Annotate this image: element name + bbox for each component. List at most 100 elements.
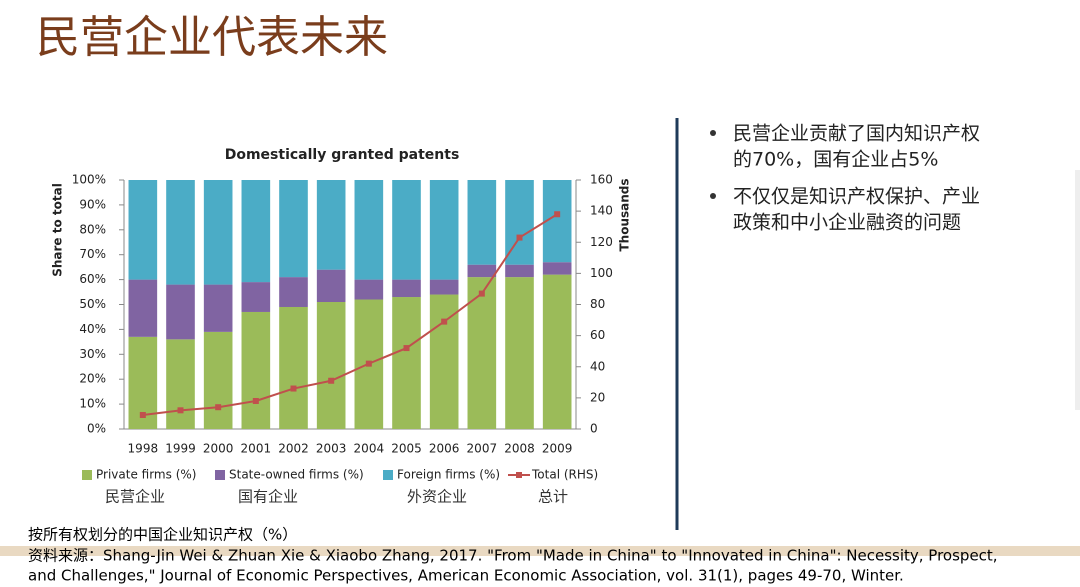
- bar: [279, 306, 308, 429]
- bar: [467, 264, 497, 278]
- legend-swatch: [215, 470, 225, 480]
- bar: [203, 331, 233, 429]
- bar: [166, 180, 195, 285]
- y-tick-label: 60%: [79, 272, 106, 286]
- line-marker: [441, 318, 448, 325]
- bar: [241, 180, 271, 283]
- bar: [429, 279, 459, 295]
- bar: [392, 297, 421, 429]
- y-tick-label: 40%: [79, 322, 106, 336]
- slide-title: 民营企业代表未来: [36, 12, 388, 63]
- y2-tick-label: 60: [590, 328, 605, 342]
- line-marker: [365, 360, 372, 367]
- y-tick-label: 50%: [79, 297, 106, 311]
- bar: [467, 180, 497, 265]
- x-tick-label: 2001: [241, 442, 272, 456]
- bar: [316, 302, 346, 429]
- y2-tick-label: 160: [590, 173, 613, 187]
- line-marker: [516, 234, 523, 241]
- y2-axis-label: Thousands: [618, 178, 632, 251]
- bar: [505, 264, 534, 278]
- y2-tick-label: 40: [590, 359, 605, 373]
- bar: [166, 339, 195, 429]
- y2-tick-label: 0: [590, 422, 598, 436]
- bullet-dot: [710, 130, 716, 136]
- line-marker: [252, 397, 259, 404]
- bar: [429, 180, 459, 280]
- bar: [241, 282, 271, 312]
- bullet: 不仅仅是知识产权保护、产业: [733, 186, 980, 208]
- y-tick-label: 30%: [79, 347, 106, 361]
- line-marker: [478, 290, 485, 297]
- bullet: 政策和中小企业融资的问题: [733, 212, 961, 234]
- y-tick-label: 10%: [79, 397, 106, 411]
- x-tick-label: 2007: [467, 442, 498, 456]
- y2-tick-label: 140: [590, 204, 613, 218]
- bar: [128, 180, 158, 280]
- caption: 按所有权划分的中国企业知识产权（%）: [28, 526, 297, 544]
- bar: [429, 294, 459, 429]
- bar: [505, 277, 534, 429]
- legend-label-zh: 国有企业: [238, 488, 298, 506]
- line-marker: [215, 404, 222, 411]
- bar: [542, 274, 572, 429]
- bar: [392, 279, 421, 298]
- source: 资料来源：Shang-Jin Wei & Zhuan Xie & Xiaobo …: [28, 547, 998, 565]
- bullet: 的70%，国有企业占5%: [733, 149, 938, 171]
- bar: [166, 284, 195, 340]
- y2-tick-label: 100: [590, 266, 613, 280]
- x-tick-label: 2004: [354, 442, 385, 456]
- bar: [354, 279, 384, 300]
- bar: [241, 311, 271, 429]
- source: and Challenges," Journal of Economic Per…: [28, 567, 904, 585]
- chart-title: Domestically granted patents: [225, 147, 460, 163]
- legend-label-zh: 外资企业: [407, 488, 467, 506]
- bar: [279, 277, 308, 307]
- y2-tick-label: 80: [590, 297, 605, 311]
- y2-tick-label: 20: [590, 390, 605, 404]
- bullet: 民营企业贡献了国内知识产权: [733, 123, 980, 145]
- y-axis-label: Share to total: [51, 183, 65, 277]
- x-tick-label: 2000: [203, 442, 234, 456]
- y-tick-label: 100%: [72, 173, 106, 187]
- line-marker: [290, 385, 297, 392]
- x-tick-label: 1998: [128, 442, 159, 456]
- y-tick-label: 0%: [87, 422, 106, 436]
- line-marker: [554, 211, 561, 218]
- band: [0, 546, 1080, 556]
- bar: [354, 180, 384, 280]
- y-tick-label: 70%: [79, 247, 106, 261]
- legend-swatch: [82, 470, 92, 480]
- legend-label: Private firms (%): [96, 468, 196, 482]
- y-tick-label: 80%: [79, 222, 106, 236]
- y-tick-label: 90%: [79, 197, 106, 211]
- bar: [542, 262, 572, 275]
- line-marker: [403, 345, 410, 352]
- legend-label: State-owned firms (%): [229, 468, 364, 482]
- x-tick-label: 2005: [391, 442, 422, 456]
- y2-tick-label: 120: [590, 235, 613, 249]
- x-tick-label: 2002: [278, 442, 309, 456]
- bar: [203, 180, 233, 285]
- line: [142, 213, 558, 416]
- y-tick-label: 20%: [79, 372, 106, 386]
- edge: [1075, 170, 1080, 410]
- x-tick-label: 2006: [429, 442, 460, 456]
- line-marker: [328, 377, 335, 384]
- line-marker: [177, 407, 184, 414]
- bar: [316, 269, 346, 303]
- bar: [392, 180, 421, 280]
- bar: [203, 284, 233, 332]
- line-marker: [139, 411, 146, 418]
- bar: [467, 277, 497, 429]
- bar: [128, 279, 158, 337]
- bar: [316, 180, 346, 270]
- x-tick-label: 1999: [165, 442, 196, 456]
- legend-swatch: [383, 470, 393, 480]
- bar: [279, 180, 308, 278]
- legend-label-zh: 民营企业: [105, 488, 165, 506]
- legend-label-zh: 总计: [538, 488, 568, 506]
- legend-label: Total (RHS): [531, 468, 598, 482]
